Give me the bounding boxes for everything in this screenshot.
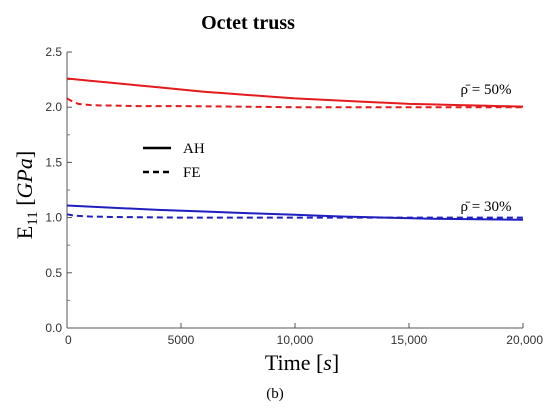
- x-tick-label: 20,000: [506, 333, 543, 347]
- figure-caption: (b): [266, 386, 284, 402]
- legend-label-fe: FE: [183, 165, 201, 181]
- y-tick-label: 2.5: [45, 45, 62, 59]
- y-tick-label: 1.5: [45, 155, 62, 169]
- chart-title: Octet truss: [201, 12, 295, 34]
- annotation-1: ρ̄ = 50%: [461, 82, 512, 98]
- series-line-1: [66, 77, 524, 108]
- legend: AH FE: [143, 141, 205, 181]
- annotations: ρ̄ = 50% ρ̄ = 30%: [461, 82, 512, 215]
- x-axis-label: Time [s]: [265, 350, 339, 375]
- y-axis-label: E11 [GPa]: [12, 151, 41, 239]
- y-ticks: 0.0 0.5 1.0 1.5 2.0 2.5: [45, 45, 72, 335]
- annotation-2: ρ̄ = 30%: [461, 199, 512, 215]
- x-tick-label: 15,000: [391, 333, 428, 347]
- legend-label-ah: AH: [183, 141, 205, 157]
- x-tick-label: 0: [65, 333, 72, 347]
- series-line-4: [66, 213, 523, 219]
- y-tick-label: 0.5: [45, 266, 62, 280]
- plot-area: 0 5000 10,000 15,000 20,000 0.0 0.5 1.0 1.5 2.0 2…: [45, 45, 543, 347]
- y-tick-label: 2.0: [45, 100, 62, 114]
- series-group: [66, 77, 524, 221]
- x-ticks: 0 5000 10,000 15,000 20,000: [65, 323, 543, 347]
- y-tick-label: 1.0: [45, 211, 62, 225]
- y-tick-label: 0.0: [45, 321, 62, 335]
- series-line-3: [66, 204, 524, 221]
- series-line-2: [66, 97, 523, 109]
- x-tick-label: 5000: [168, 333, 195, 347]
- x-tick-label: 10,000: [277, 333, 314, 347]
